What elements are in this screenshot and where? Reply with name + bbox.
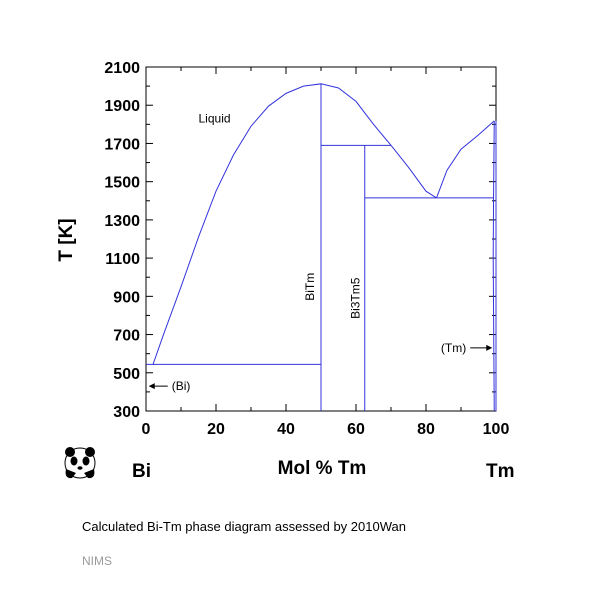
x-tick-label: 60 <box>347 421 365 438</box>
x-tick-label: 0 <box>142 421 151 438</box>
phase-boundary-line-1 <box>146 83 392 365</box>
y-tick-label: 1700 <box>104 136 140 153</box>
element-right-label: Tm <box>486 461 515 482</box>
y-tick-label: 1100 <box>105 251 140 268</box>
arrow-label-text: (Bi) <box>172 379 191 393</box>
panda-logo-icon <box>64 447 96 479</box>
x-axis-title: Mol % Tm <box>278 458 367 479</box>
x-tick-label: 100 <box>483 421 510 438</box>
arrow-label-tm: (Tm) <box>441 341 493 355</box>
tick-layer: 0 20 40 60 80 100 300 500 700 900 1100 1300 1500 1700… <box>104 60 509 438</box>
y-tick-label: 1300 <box>104 213 140 230</box>
arrow-label-text: (Tm) <box>441 341 466 355</box>
arrow-label-bi: (Bi) <box>148 379 191 393</box>
element-left-label: Bi <box>132 461 151 482</box>
x-tick-label: 40 <box>277 421 295 438</box>
region-label-bitm: BiTm <box>303 273 317 301</box>
y-tick-label: 900 <box>113 289 140 306</box>
x-tick-label: 80 <box>417 421 435 438</box>
y-tick-label: 1900 <box>104 98 140 115</box>
annotation-layer: Liquid BiTm Bi3Tm5 (Bi) (Tm) <box>148 111 493 393</box>
y-tick-label: 500 <box>113 366 140 383</box>
footer-source: NIMS <box>82 554 112 568</box>
y-tick-label: 1500 <box>104 175 140 192</box>
y-tick-label: 300 <box>113 404 140 421</box>
phase-boundary-line-3 <box>436 120 495 199</box>
phase-boundary-line-2 <box>390 145 437 199</box>
y-tick-label: 2100 <box>104 60 140 77</box>
y-tick-label: 700 <box>113 328 140 345</box>
x-tick-label: 20 <box>207 421 225 438</box>
arrow-head-icon <box>148 383 155 390</box>
chart-caption: Calculated Bi-Tm phase diagram assessed … <box>82 519 406 534</box>
y-axis-title: T [K] <box>56 218 77 261</box>
region-label-liquid: Liquid <box>199 111 231 125</box>
series-layer <box>146 83 497 412</box>
phase-boundary-line-9 <box>492 120 495 412</box>
region-label-bi3tm5: Bi3Tm5 <box>349 277 363 319</box>
arrow-head-icon <box>486 344 493 351</box>
